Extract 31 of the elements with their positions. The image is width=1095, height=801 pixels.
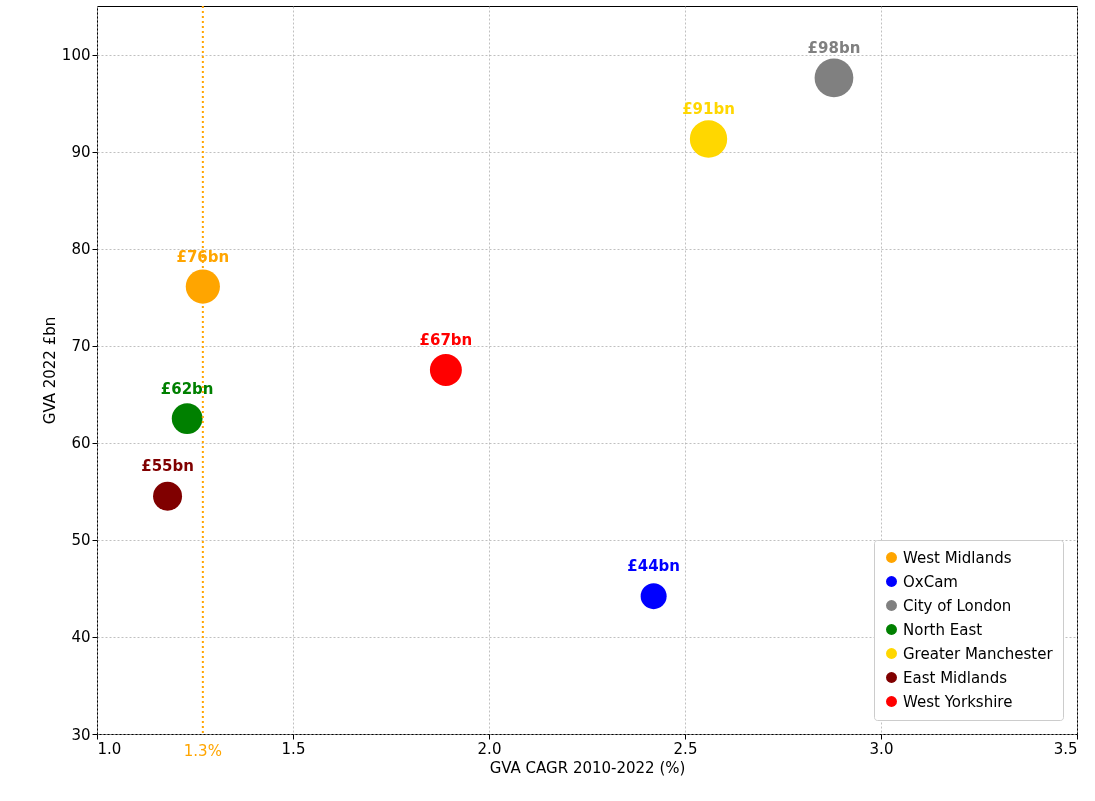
x-tick-label: 2.0: [477, 739, 502, 758]
data-label: £62bn: [160, 379, 214, 398]
data-label: £67bn: [419, 331, 473, 349]
x-tick-label: 3.5: [1053, 739, 1078, 758]
legend-label: Greater Manchester: [903, 644, 1054, 663]
y-tick-label: 70: [71, 337, 91, 356]
y-tick-label: 30: [71, 725, 91, 744]
x-axis-title: GVA CAGR 2010-2022 (%): [489, 758, 686, 777]
legend-label: OxCam: [903, 572, 958, 591]
x-tick-label: 3.0: [869, 739, 894, 758]
y-tick-label: 80: [71, 240, 91, 259]
y-tick-label: 40: [71, 628, 91, 647]
legend-label: City of London: [903, 596, 1012, 615]
data-label: £98bn: [807, 38, 861, 57]
y-tick-label: 90: [71, 143, 91, 162]
data-label: £76bn: [176, 247, 230, 266]
legend-label: North East: [903, 620, 983, 639]
x-tick-label: 2.5: [673, 739, 698, 758]
y-tick-label: 50: [71, 531, 91, 550]
legend-label: West Midlands: [903, 548, 1012, 567]
legend-label: East Midlands: [903, 668, 1008, 687]
ref-line-label: 1.3%: [183, 742, 222, 760]
y-tick-label: 60: [71, 434, 91, 453]
data-label: £91bn: [682, 99, 735, 118]
y-tick-label: 100: [61, 46, 91, 65]
legend-label: West Yorkshire: [903, 692, 1013, 711]
x-tick-label: 1.5: [281, 739, 306, 758]
y-axis-title: GVA 2022 £bn: [40, 316, 59, 425]
x-tick-label: 1.0: [97, 739, 122, 758]
data-label: £55bn: [141, 457, 194, 476]
data-label: £44bn: [627, 557, 681, 576]
